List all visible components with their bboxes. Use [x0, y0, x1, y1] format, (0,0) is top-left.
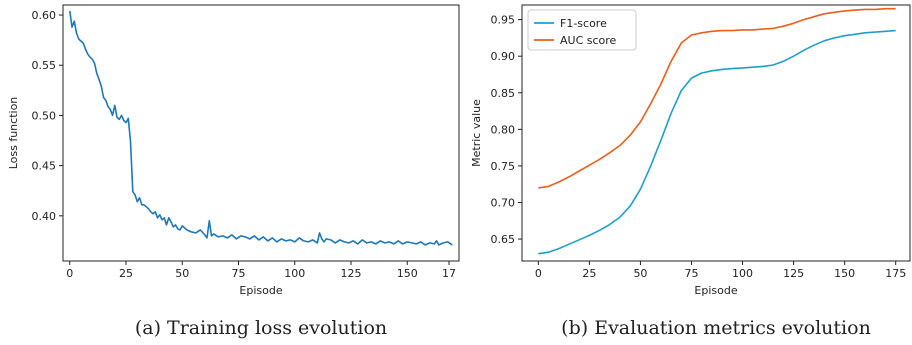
- metrics-xtick-label: 75: [684, 267, 698, 280]
- metrics-xtick-label: 175: [885, 267, 906, 280]
- metrics-caption: (b) Evaluation metrics evolution: [561, 317, 871, 339]
- loss-xtick-label: 25: [119, 267, 133, 280]
- metrics-xtick-label: 100: [732, 267, 753, 280]
- metrics-series-auc-score-line: [538, 7, 896, 189]
- metrics-xtick-label: 150: [834, 267, 855, 280]
- metrics-series-f1-score-line: [538, 29, 896, 255]
- metrics-ytick-label: 0.65: [491, 233, 516, 246]
- metrics-ytick-label: 0.90: [491, 50, 516, 63]
- metrics-xtick-label: 50: [633, 267, 647, 280]
- metrics-ytick-label: 0.80: [491, 123, 516, 136]
- metrics-xlabel: Episode: [694, 284, 737, 297]
- metrics-xtick-label: 125: [783, 267, 804, 280]
- loss-xtick-label: 100: [284, 267, 305, 280]
- loss-ytick-label: 0.55: [32, 59, 57, 72]
- loss-xlabel: Episode: [239, 284, 282, 297]
- loss-ytick-label: 0.50: [32, 109, 57, 122]
- loss-series-loss-line: [69, 10, 453, 246]
- loss-axes-frame: [62, 4, 460, 262]
- loss-xtick-label: 125: [341, 267, 362, 280]
- loss-xtick-label: 75: [232, 267, 246, 280]
- metrics-legend-label-auc-score: AUC score: [560, 34, 617, 47]
- loss-xtick-label: 17: [442, 267, 456, 280]
- metrics-legend-label-f1-score: F1-score: [560, 17, 607, 30]
- metrics-ylabel: Metric value: [470, 99, 483, 167]
- metrics-axes-frame: [521, 4, 911, 262]
- loss-ytick-label: 0.60: [32, 9, 57, 22]
- loss-xtick-label: 0: [66, 267, 73, 280]
- loss-xtick-label: 50: [175, 267, 189, 280]
- loss-xtick-label: 150: [397, 267, 418, 280]
- metrics-ytick-label: 0.75: [491, 160, 516, 173]
- loss-ytick-label: 0.45: [32, 160, 57, 173]
- metrics-ytick-label: 0.70: [491, 196, 516, 209]
- loss-ytick-label: 0.40: [32, 210, 57, 223]
- metrics-ytick-label: 0.85: [491, 87, 516, 100]
- loss-caption: (a) Training loss evolution: [135, 317, 387, 339]
- loss-ylabel: Loss function: [7, 97, 20, 170]
- metrics-ytick-label: 0.95: [491, 14, 516, 27]
- metrics-xtick-label: 25: [582, 267, 596, 280]
- metrics-xtick-label: 0: [535, 267, 542, 280]
- metrics-legend-box: [527, 9, 637, 51]
